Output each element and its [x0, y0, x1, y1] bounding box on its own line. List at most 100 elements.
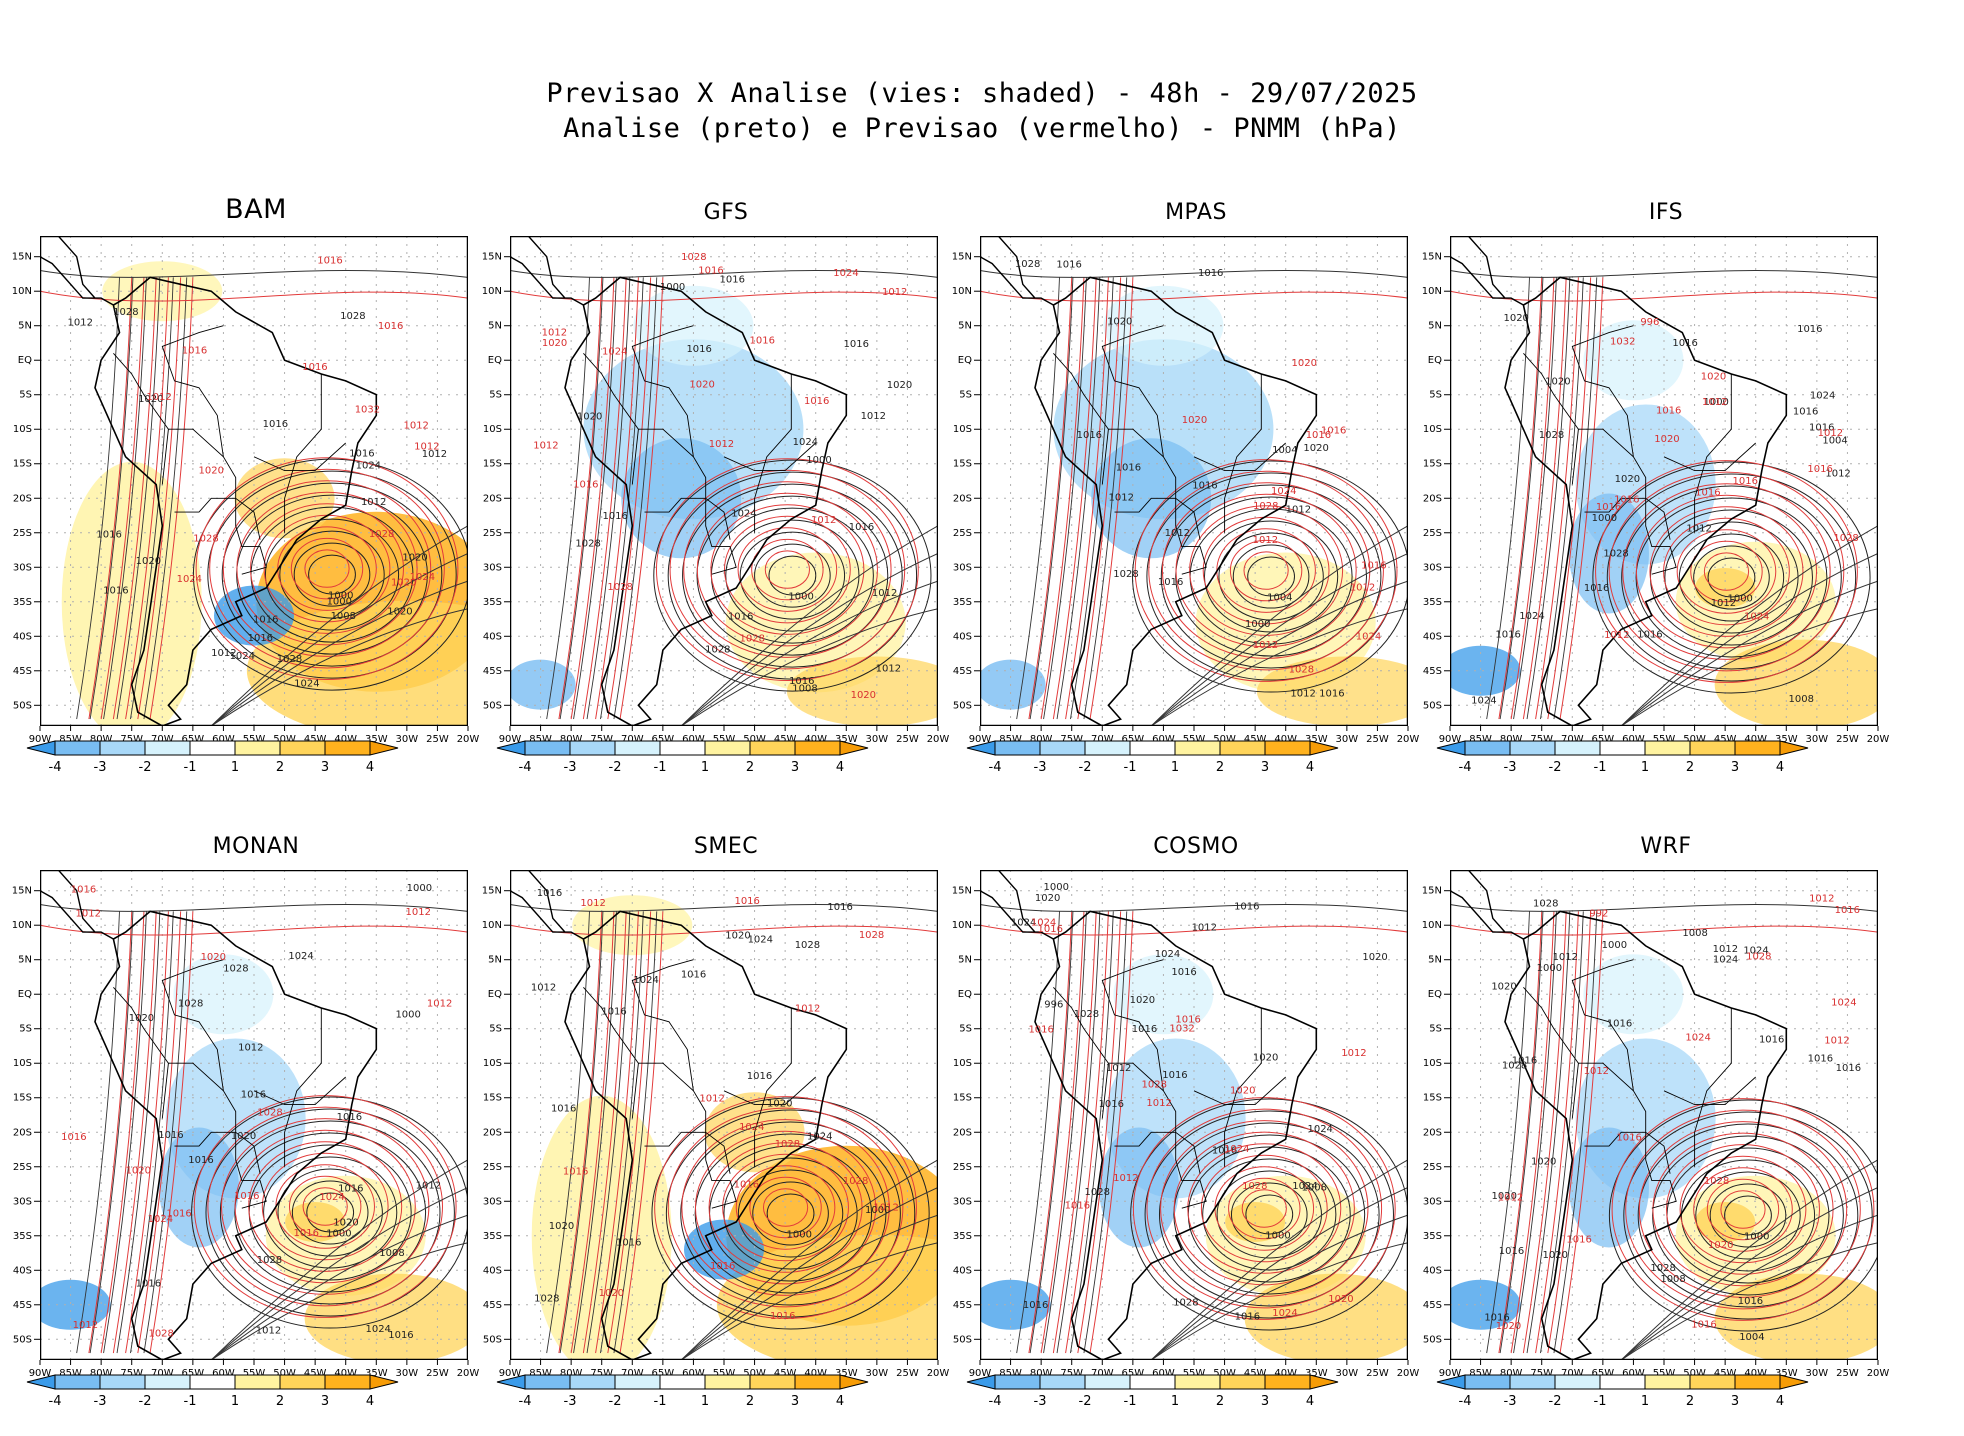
- lat-tick-label: 5S: [489, 1024, 502, 1035]
- country-border: [174, 497, 236, 513]
- analysis-isobar: [1132, 460, 1408, 693]
- forecast-isobar: [1622, 483, 1831, 660]
- isobar-label: 1024: [288, 951, 313, 962]
- country-border: [284, 374, 322, 533]
- isobar-label: 1012: [542, 328, 567, 339]
- isobar-label: 1028: [277, 654, 302, 665]
- lat-tick-label: EQ: [958, 989, 972, 1000]
- map-axes: 15N 10N 5N EQ 5S 10S 15S 20S 25S 30S 35S 40S 45S 50S 9…: [482, 886, 950, 1379]
- lon-tick-label: 65W: [652, 1368, 675, 1379]
- isobar-label: 1028: [1289, 665, 1314, 676]
- isobar-label: 1008: [379, 1248, 404, 1259]
- lat-tick-label: 40S: [483, 1265, 502, 1276]
- lat-tick-label: 15N: [482, 252, 502, 263]
- colorbar-label: -2: [1079, 760, 1092, 775]
- analysis-isobar: [510, 904, 938, 912]
- forecast-isobar: [234, 1129, 416, 1284]
- colorbar-label: -4: [519, 1394, 532, 1409]
- isobar-label: 1016: [1175, 1014, 1200, 1025]
- forecast-isobar: [149, 277, 194, 720]
- forecast-isobar: [88, 911, 133, 1354]
- country-border: [1101, 325, 1164, 457]
- colorbar-label: 2: [1216, 760, 1224, 775]
- lon-tick-label: 60W: [682, 734, 705, 745]
- isobar-label: 1000: [395, 1010, 420, 1021]
- isobar-label: 1016: [1797, 324, 1822, 335]
- lat-tick-label: 50S: [1423, 700, 1442, 711]
- colorbar-label: 2: [1686, 1394, 1694, 1409]
- isobar-label: 1016: [720, 274, 745, 285]
- lat-tick-label: 10N: [482, 286, 502, 297]
- isobar-label: 1020: [1654, 434, 1679, 445]
- forecast-isobar: [510, 924, 938, 936]
- lon-tick-label: 20W: [1867, 734, 1890, 745]
- lat-tick-label: 35S: [1423, 1231, 1442, 1242]
- analysis-isobar: [1230, 1182, 1308, 1247]
- colorbar-label: 1: [1641, 760, 1649, 775]
- forecast-isobar: [1229, 539, 1303, 602]
- isobar-label: 1024: [793, 437, 818, 448]
- lat-tick-label: 5S: [959, 1024, 972, 1035]
- lon-tick-label: 35W: [365, 734, 388, 745]
- lon-tick-label: 50W: [743, 734, 766, 745]
- analysis-isobar: [1553, 277, 1598, 720]
- lat-tick-label: 45S: [1423, 1300, 1442, 1311]
- isobar-label: 1012: [1146, 1098, 1171, 1109]
- colorbar-label: 2: [746, 760, 754, 775]
- map-frame: [40, 236, 468, 726]
- forecast-isobar: [1649, 506, 1804, 637]
- colorbar-high-arrow: [369, 740, 399, 756]
- isobar-label: 1028: [257, 1255, 282, 1266]
- isobar-label: 1020: [129, 1013, 154, 1024]
- isobar-label: 1024: [1155, 949, 1180, 960]
- analysis-isobar: [1016, 277, 1060, 720]
- isobar-label: 1012: [256, 1326, 281, 1337]
- bias-shading-area: [173, 954, 274, 1035]
- pressure-bias-map: 1012 1016 1016 1012 1016 1016 1016 1020 1020 1024…: [980, 870, 1408, 1360]
- analysis-isobar: [1173, 1134, 1366, 1295]
- central-america-coastline: [1450, 870, 1524, 940]
- isobar-label: 1012: [1553, 952, 1578, 963]
- isobar-label: 1012: [1253, 640, 1278, 651]
- colorbar-segment: [524, 740, 571, 756]
- country-border: [705, 1132, 737, 1209]
- lon-tick-label: 35W: [1305, 1368, 1328, 1379]
- isobar-label: 1016: [1319, 688, 1344, 699]
- lat-tick-label: 25S: [483, 1162, 502, 1173]
- isobar-label: 1012: [1824, 1035, 1849, 1046]
- lat-tick-label: 5S: [1429, 1024, 1442, 1035]
- country-border: [631, 325, 694, 457]
- colorbar-label: 2: [1686, 760, 1694, 775]
- central-america-coastline: [980, 870, 1054, 940]
- forecast-isobar: [1160, 1120, 1369, 1297]
- lon-tick-label: 25W: [1366, 1368, 1389, 1379]
- colorbar-label: -2: [609, 760, 622, 775]
- lat-tick-label: 15N: [952, 252, 972, 263]
- country-border: [1645, 1132, 1677, 1209]
- isobar-label: 1028: [369, 529, 394, 540]
- isobar-label: 1012: [403, 421, 428, 432]
- isobar-label: 1028: [1603, 548, 1628, 559]
- colorbar-segment: [234, 1374, 281, 1390]
- lon-tick-label: 80W: [90, 1368, 113, 1379]
- colorbar-high-arrow: [839, 1374, 869, 1390]
- panel-title: BAM: [225, 194, 287, 225]
- forecast-isobar: [683, 481, 892, 658]
- country-border: [113, 353, 169, 485]
- isobar-label: 1024: [1685, 1033, 1710, 1044]
- isobar-label: 1016: [103, 586, 128, 597]
- forecast-isobar: [1611, 1098, 1875, 1321]
- lon-tick-label: 55W: [243, 734, 266, 745]
- forecast-isobar: [1535, 277, 1579, 720]
- country-border: [754, 374, 792, 533]
- isobar-label: 1016: [1212, 1146, 1237, 1157]
- country-border: [1101, 959, 1164, 1091]
- analysis-isobar: [210, 553, 468, 726]
- country-border: [644, 497, 706, 513]
- forecast-isobar: [1052, 277, 1097, 720]
- south-america-coastline: [1034, 910, 1318, 1360]
- colorbar-label: -1: [184, 1394, 197, 1409]
- forecast-isobar: [1547, 911, 1592, 1354]
- forecast-isobar: [209, 468, 445, 669]
- forecast-isobar: [100, 277, 145, 720]
